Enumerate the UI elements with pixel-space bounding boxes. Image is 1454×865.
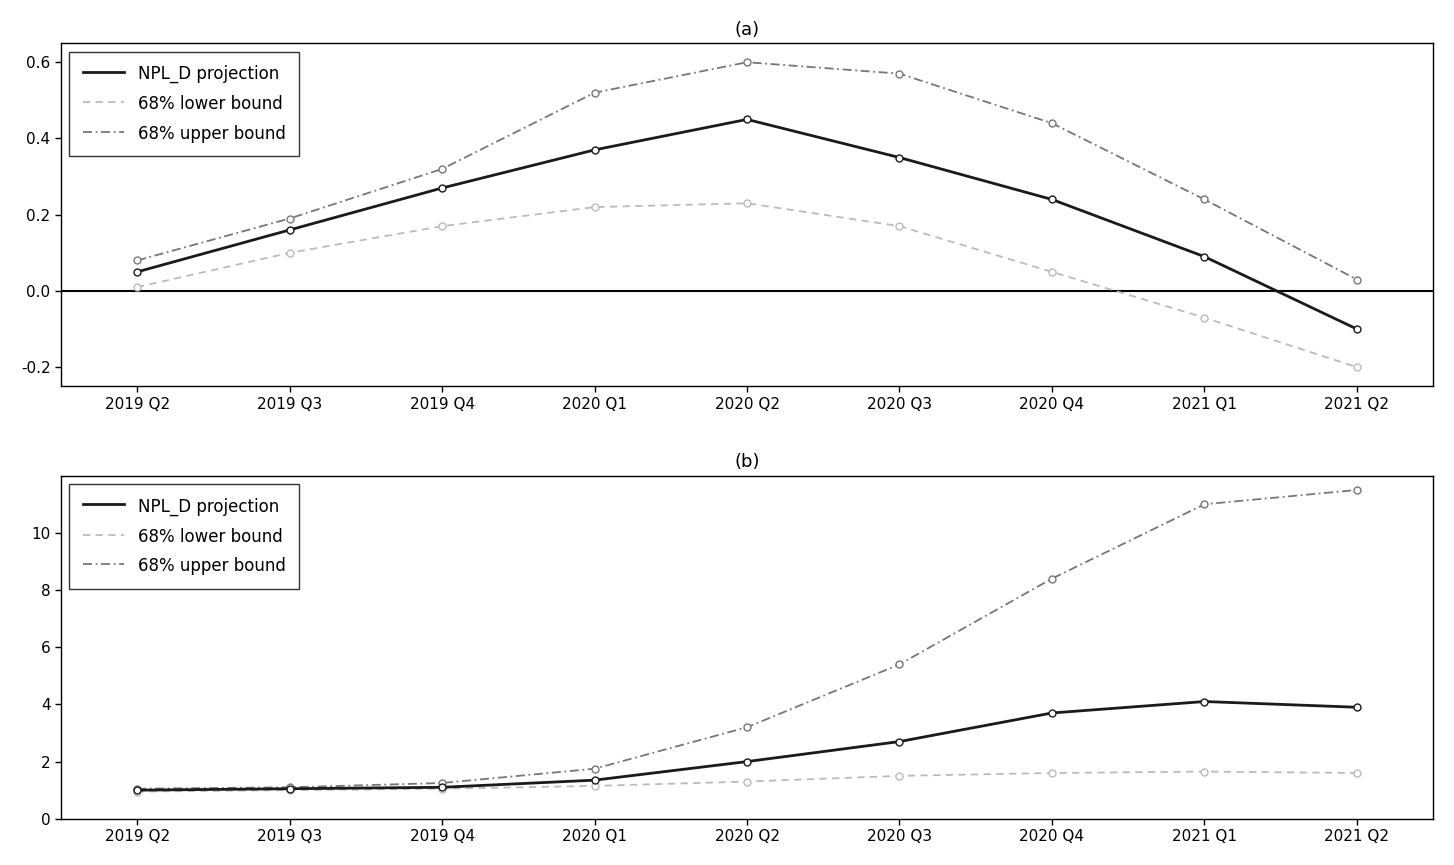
Title: (a): (a) bbox=[734, 21, 759, 39]
Title: (b): (b) bbox=[734, 453, 760, 471]
Legend: NPL_D projection, 68% lower bound, 68% upper bound: NPL_D projection, 68% lower bound, 68% u… bbox=[70, 484, 298, 589]
Legend: NPL_D projection, 68% lower bound, 68% upper bound: NPL_D projection, 68% lower bound, 68% u… bbox=[70, 52, 298, 157]
